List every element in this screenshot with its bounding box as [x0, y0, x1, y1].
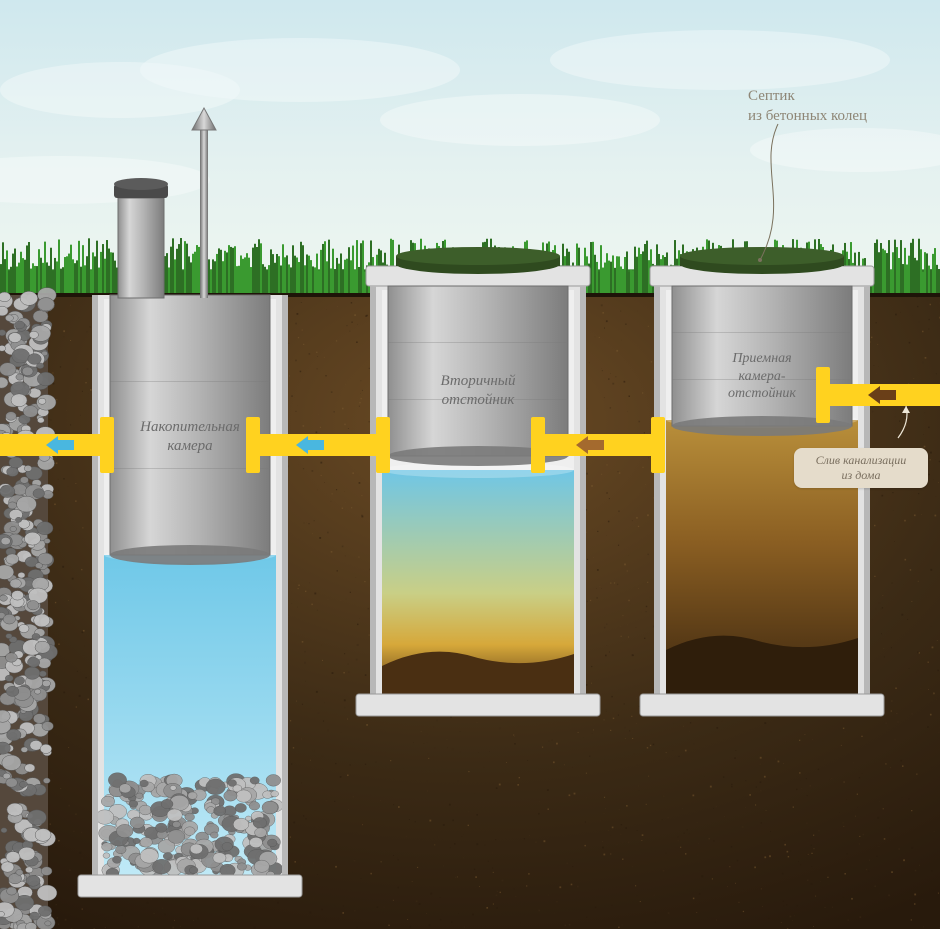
tank-label-accumulator: Накопительная камера: [140, 418, 240, 456]
callout-drain-from-house: Слив канализации из дома: [794, 448, 928, 488]
title-line-2: из бетонных колец: [748, 106, 867, 126]
tank-label-receiving: Приемная камера- отстойник: [728, 350, 796, 403]
diagram-root: Септик из бетонных колец Накопительная к…: [0, 0, 940, 929]
tank-label-secondary: Вторичный отстойник: [441, 372, 516, 410]
title-line-1: Септик: [748, 86, 867, 106]
tank-secondary: [356, 247, 600, 716]
diagram-title: Септик из бетонных колец: [748, 86, 867, 127]
